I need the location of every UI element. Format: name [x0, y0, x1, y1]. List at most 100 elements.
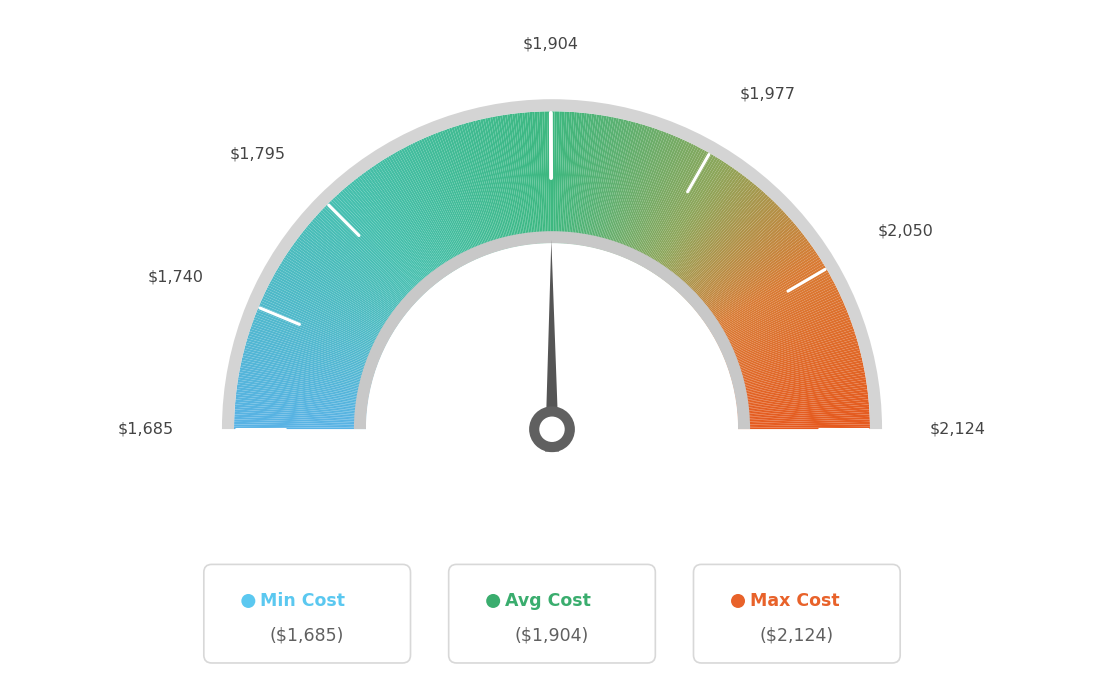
Wedge shape — [633, 143, 692, 262]
Wedge shape — [640, 150, 705, 266]
Wedge shape — [314, 217, 413, 306]
Wedge shape — [732, 346, 859, 382]
Wedge shape — [431, 135, 482, 257]
Wedge shape — [614, 129, 660, 254]
Wedge shape — [234, 412, 367, 420]
Wedge shape — [616, 131, 665, 255]
Wedge shape — [537, 112, 544, 244]
Text: Max Cost: Max Cost — [750, 592, 840, 610]
Wedge shape — [737, 402, 869, 415]
Wedge shape — [294, 242, 402, 321]
Wedge shape — [401, 148, 465, 266]
Wedge shape — [317, 213, 415, 304]
Wedge shape — [728, 324, 852, 369]
Wedge shape — [418, 139, 476, 260]
Wedge shape — [585, 117, 612, 246]
Wedge shape — [731, 343, 859, 380]
Wedge shape — [351, 181, 436, 285]
Wedge shape — [241, 362, 370, 391]
Wedge shape — [270, 278, 389, 342]
Wedge shape — [643, 152, 710, 268]
Text: Min Cost: Min Cost — [261, 592, 346, 610]
Wedge shape — [736, 382, 867, 403]
Wedge shape — [576, 114, 597, 245]
Wedge shape — [247, 336, 374, 376]
Wedge shape — [737, 424, 870, 428]
Wedge shape — [580, 115, 602, 246]
Wedge shape — [552, 111, 554, 244]
Wedge shape — [605, 125, 646, 251]
Wedge shape — [713, 270, 828, 337]
Wedge shape — [261, 301, 382, 355]
Wedge shape — [447, 128, 491, 254]
Wedge shape — [709, 259, 821, 331]
Wedge shape — [715, 276, 831, 341]
Wedge shape — [190, 429, 914, 690]
Wedge shape — [275, 272, 391, 338]
Wedge shape — [497, 116, 521, 246]
Wedge shape — [664, 175, 745, 282]
Wedge shape — [238, 372, 369, 397]
Wedge shape — [737, 414, 870, 422]
Wedge shape — [251, 326, 376, 371]
Wedge shape — [570, 112, 584, 244]
Wedge shape — [235, 402, 367, 415]
Wedge shape — [623, 135, 676, 258]
Wedge shape — [340, 190, 429, 290]
Wedge shape — [336, 194, 427, 293]
Wedge shape — [263, 294, 384, 351]
Wedge shape — [718, 283, 836, 345]
Wedge shape — [659, 169, 736, 278]
Wedge shape — [711, 263, 825, 333]
Wedge shape — [670, 184, 756, 287]
Wedge shape — [646, 155, 714, 269]
Wedge shape — [686, 208, 782, 301]
Wedge shape — [675, 190, 764, 290]
Wedge shape — [736, 387, 868, 406]
Wedge shape — [725, 312, 849, 362]
Wedge shape — [679, 197, 772, 295]
Wedge shape — [478, 119, 510, 248]
Wedge shape — [437, 132, 486, 256]
Wedge shape — [711, 265, 826, 335]
Wedge shape — [709, 257, 820, 330]
Wedge shape — [723, 305, 846, 358]
Wedge shape — [656, 165, 731, 275]
Circle shape — [529, 406, 575, 452]
Wedge shape — [626, 137, 680, 259]
Wedge shape — [359, 175, 440, 282]
Wedge shape — [693, 223, 795, 310]
Wedge shape — [713, 272, 829, 338]
Wedge shape — [268, 283, 386, 345]
Wedge shape — [737, 422, 870, 426]
Wedge shape — [470, 121, 506, 250]
Wedge shape — [524, 112, 538, 244]
Wedge shape — [562, 112, 572, 244]
Wedge shape — [510, 114, 529, 245]
Wedge shape — [369, 168, 446, 277]
Wedge shape — [234, 414, 367, 422]
Wedge shape — [338, 193, 428, 292]
Text: $1,977: $1,977 — [740, 86, 795, 101]
Wedge shape — [691, 219, 793, 307]
Wedge shape — [238, 377, 369, 400]
Wedge shape — [556, 111, 562, 244]
Wedge shape — [647, 155, 716, 270]
Text: $2,124: $2,124 — [930, 422, 986, 437]
Wedge shape — [238, 375, 369, 399]
Wedge shape — [399, 150, 464, 266]
Wedge shape — [520, 112, 534, 244]
Wedge shape — [593, 119, 624, 248]
Wedge shape — [320, 210, 417, 302]
Wedge shape — [236, 387, 368, 406]
Wedge shape — [720, 294, 841, 351]
Wedge shape — [692, 221, 794, 308]
Wedge shape — [705, 250, 816, 326]
Wedge shape — [710, 261, 824, 332]
Wedge shape — [705, 248, 815, 325]
Wedge shape — [569, 112, 582, 244]
Wedge shape — [433, 134, 484, 257]
Wedge shape — [342, 189, 431, 290]
Wedge shape — [421, 139, 477, 259]
Wedge shape — [697, 228, 800, 313]
